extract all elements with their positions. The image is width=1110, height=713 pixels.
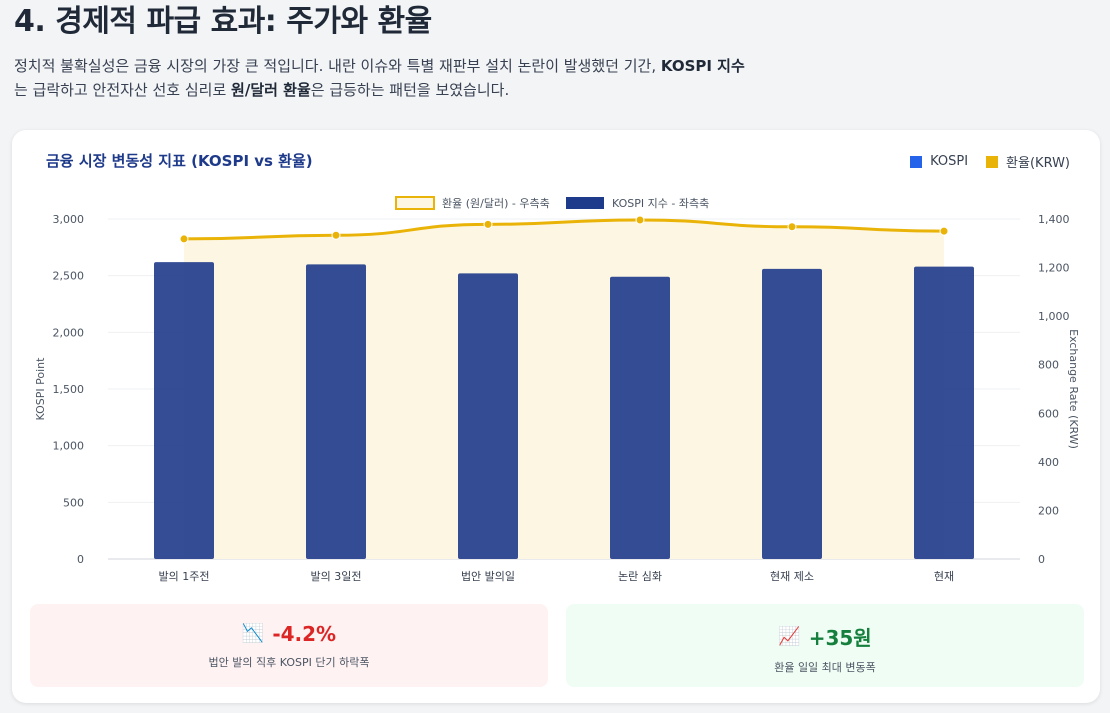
left-tick-label: 3,000 xyxy=(53,213,85,226)
kospi-bar-1 xyxy=(306,264,366,559)
kospi-bar-0 xyxy=(154,262,214,559)
stat-value-kospi: -4.2% xyxy=(272,622,337,646)
legend-label-kospi: KOSPI 지수 - 좌측축 xyxy=(612,197,709,210)
exchange-rate-point-3 xyxy=(635,215,645,225)
left-tick-label: 500 xyxy=(63,496,84,509)
right-tick-label: 600 xyxy=(1038,407,1059,420)
right-tick-label: 1,200 xyxy=(1038,262,1070,275)
legend-swatch-exchange-rate xyxy=(395,196,435,210)
kospi-bar-4 xyxy=(762,268,822,559)
legend-label-exchange-rate: 환율 (원/달러) - 우측축 xyxy=(442,197,550,210)
intro-text-3: 은 급등하는 패턴을 보였습니다. xyxy=(310,81,510,99)
intro-text-2: 는 급락하고 안전자산 선호 심리로 xyxy=(14,81,232,99)
left-tick-label: 2,500 xyxy=(53,270,85,283)
left-tick-label: 1,000 xyxy=(53,440,85,453)
chart-card: 금융 시장 변동성 지표 (KOSPI vs 환율) KOSPI 환율(KRW)… xyxy=(12,130,1100,703)
right-tick-label: 200 xyxy=(1038,504,1059,517)
stat-value-fx: +35원 xyxy=(808,626,872,650)
stat-card-kospi-drop: 📉 -4.2% 법안 발의 직후 KOSPI 단기 하락폭 xyxy=(30,604,548,687)
chart-card-title: 금융 시장 변동성 지표 (KOSPI vs 환율) xyxy=(46,152,313,170)
left-tick-label: 1,500 xyxy=(53,383,85,396)
kospi-bar-5 xyxy=(914,266,974,559)
right-tick-label: 400 xyxy=(1038,456,1059,469)
exchange-rate-line xyxy=(183,218,945,241)
x-tick-label: 논란 심화 xyxy=(618,570,662,583)
exchange-rate-point-1 xyxy=(331,230,341,240)
right-tick-label: 1,400 xyxy=(1038,213,1070,226)
stat-label-kospi: 법안 발의 직후 KOSPI 단기 하락폭 xyxy=(208,656,370,669)
top-legend-label-kospi: KOSPI xyxy=(930,154,969,169)
page-title: 4. 경제적 파급 효과: 주가와 환율 xyxy=(14,4,432,39)
legend-swatch-fx xyxy=(986,155,999,168)
intro-paragraph: 정치적 불확실성은 금융 시장의 가장 큰 적입니다. 내란 이슈와 특별 재판… xyxy=(14,54,814,102)
intro-bold-fx: 원/달러 환율 xyxy=(231,81,311,99)
legend-swatch-kospi-bar xyxy=(566,197,604,209)
y-axis-title-right: Exchange Rate (KRW) xyxy=(1067,329,1080,449)
right-tick-label: 1,000 xyxy=(1038,310,1070,323)
chart-decreasing-icon: 📉 xyxy=(241,623,265,644)
kospi-bar-3 xyxy=(610,276,670,559)
x-tick-label: 현재 xyxy=(934,570,954,583)
exchange-rate-point-0 xyxy=(179,234,189,244)
top-legend-label-fx: 환율(KRW) xyxy=(1006,156,1070,171)
top-legend: KOSPI 환율(KRW) xyxy=(910,152,1070,171)
chart-increasing-icon: 📈 xyxy=(778,625,801,647)
left-tick-label: 0 xyxy=(77,553,84,566)
stat-card-fx-range: 📈 +35원 환율 일일 최대 변동폭 xyxy=(566,604,1084,687)
legend-swatch-kospi xyxy=(910,155,923,168)
kospi-bar-2 xyxy=(458,273,518,559)
x-tick-label: 발의 1주전 xyxy=(159,570,210,583)
stat-label-fx: 환율 일일 최대 변동폭 xyxy=(774,661,876,674)
exchange-rate-point-2 xyxy=(483,219,493,229)
exchange-rate-point-5 xyxy=(939,226,949,236)
financial-chart: 0 500 1,000 1,500 2,000 2,500 3,000 0 200 400 600 8… xyxy=(34,196,1080,583)
exchange-rate-area xyxy=(184,219,944,559)
exchange-rate-point-4 xyxy=(787,222,797,232)
top-legend-item-fx[interactable]: 환율(KRW) xyxy=(986,152,1070,171)
right-tick-label: 0 xyxy=(1038,553,1045,566)
x-tick-label: 발의 3일전 xyxy=(311,569,362,583)
y-axis-title-left: KOSPI Point xyxy=(34,357,47,421)
right-tick-label: 800 xyxy=(1038,359,1059,372)
left-tick-label: 2,000 xyxy=(53,326,85,339)
x-tick-label: 현재 제소 xyxy=(770,570,814,583)
top-legend-item-kospi[interactable]: KOSPI xyxy=(910,152,968,171)
intro-bold-kospi: KOSPI 지수 xyxy=(660,57,745,75)
x-tick-label: 법안 발의일 xyxy=(461,569,515,583)
intro-text-1: 정치적 불확실성은 금융 시장의 가장 큰 적입니다. 내란 이슈와 특별 재판… xyxy=(14,57,661,75)
